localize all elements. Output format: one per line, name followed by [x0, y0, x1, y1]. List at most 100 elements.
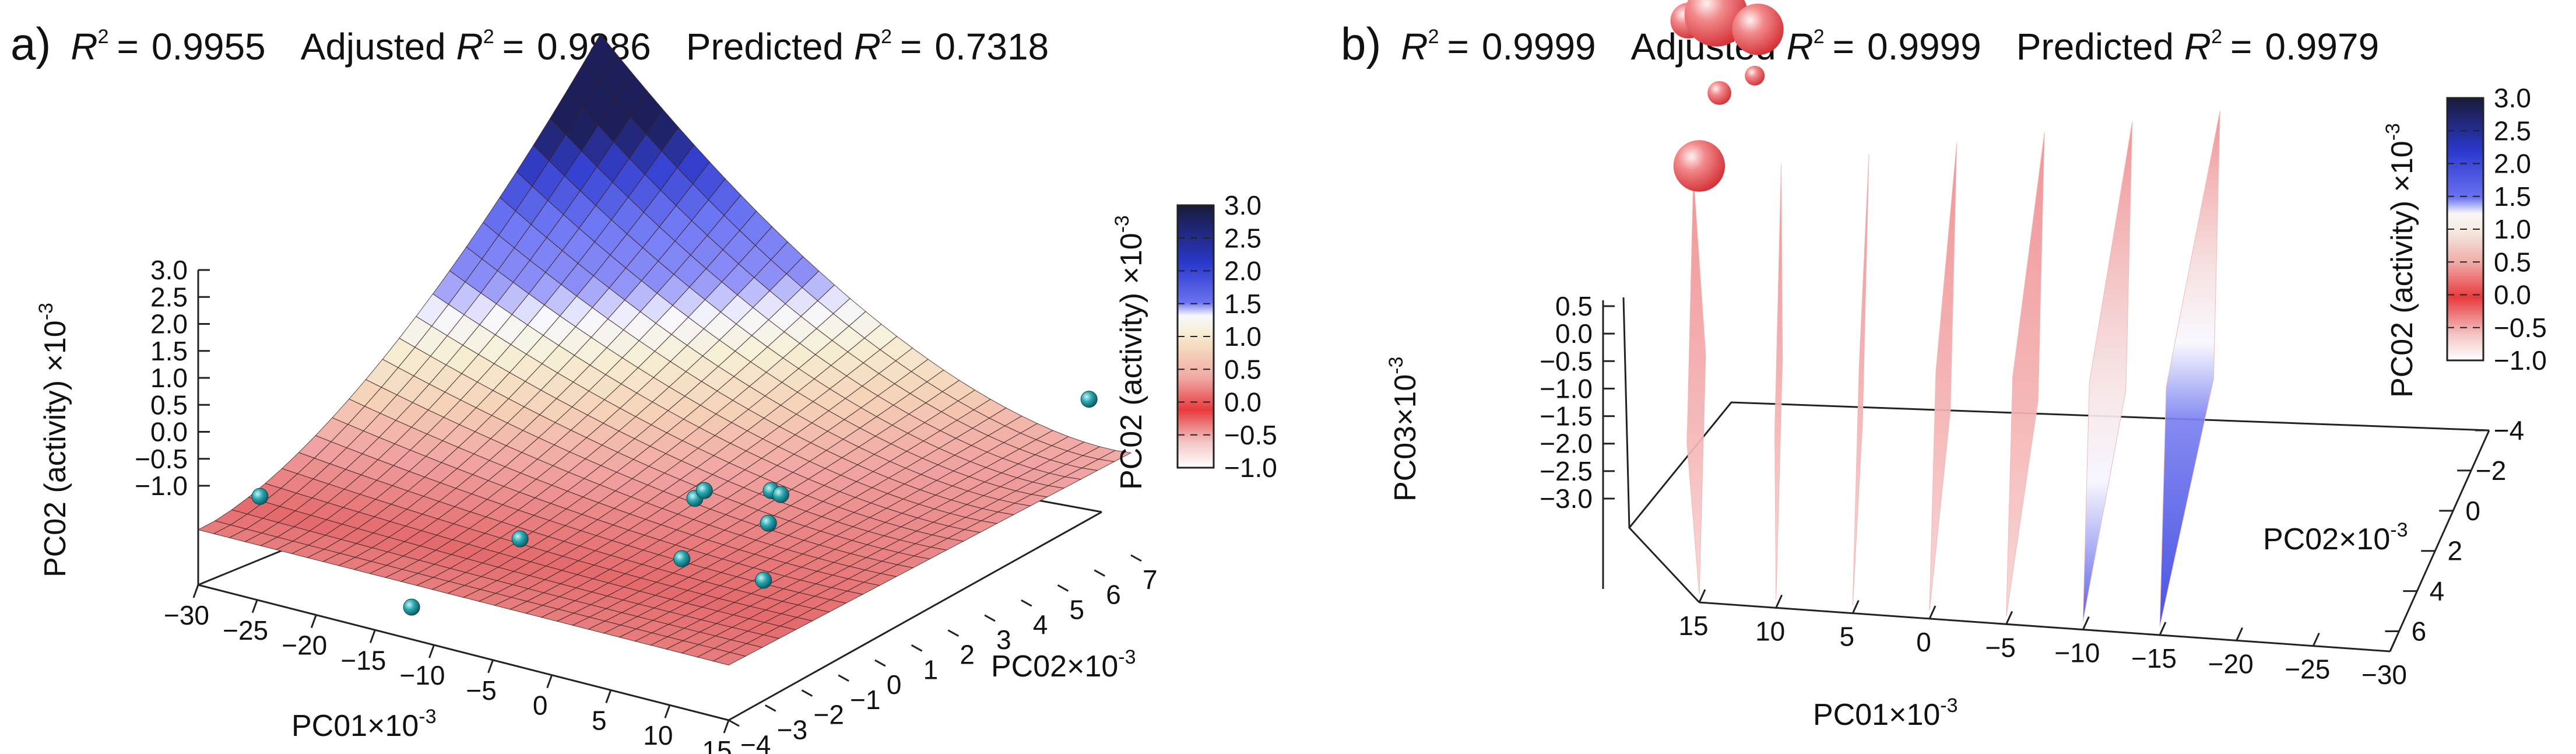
- bubble: [1732, 3, 1784, 55]
- y-tick-label: −4: [740, 730, 771, 754]
- panel-a-predicted-r2-value: 0.7318: [934, 26, 1049, 68]
- z-tick-label: −1.0: [135, 471, 188, 501]
- panel-b-letter: b): [1341, 18, 1382, 69]
- panel-b-x-axis-label: PC01×10-3: [1813, 695, 1958, 732]
- x-tick-mark: [664, 704, 671, 718]
- y-tick-label: −4: [2494, 415, 2524, 446]
- x-tick-mark: [2236, 627, 2244, 641]
- colorbar-tick-label: 3.0: [1224, 190, 1261, 220]
- colorbar-tick-label: −1.0: [2494, 345, 2547, 376]
- y-tick-label: 2: [2447, 536, 2462, 566]
- slice-plane: [1929, 143, 1958, 611]
- x-tick-label: −15: [340, 645, 386, 675]
- panel-b-x-axis-line: [1699, 601, 2391, 653]
- slice-plane: [2006, 132, 2045, 616]
- colorbar-tick-label: 2.5: [1224, 223, 1261, 253]
- x-tick-label: 0: [533, 690, 548, 721]
- panel-a-y-ticks: −4 −3 −2 −1 0 1 2 3 4 5 6 7: [728, 554, 1158, 754]
- colorbar-tick-label: 0.5: [2494, 247, 2531, 277]
- z-tick-label: 0.0: [1555, 318, 1593, 349]
- x-tick-mark: [251, 599, 258, 613]
- z-tick-label: −1.0: [1540, 373, 1593, 404]
- y-tick-label: 1: [923, 654, 939, 685]
- x-tick-label: −15: [2131, 643, 2177, 674]
- panel-b-predicted-label: Predicted: [2016, 26, 2174, 68]
- panel-b-colorbar-label: PC02 (activity) ×10-3: [2382, 123, 2419, 398]
- x-tick-mark: [1928, 605, 1937, 619]
- z-tick-label: 0.5: [150, 390, 188, 420]
- x-tick-label: −5: [1985, 632, 2015, 662]
- z-tick-label: 0.5: [1555, 291, 1593, 321]
- y-tick-mark: [911, 644, 923, 652]
- panel-b-y-axis-label: PC02×10-3: [2263, 519, 2408, 556]
- y-tick-label: 0: [2465, 496, 2480, 526]
- data-point: [772, 486, 789, 503]
- z-tick-label: 2.0: [150, 309, 188, 339]
- data-point: [251, 488, 269, 505]
- panel-b-bubbles: [1670, 0, 1784, 192]
- colorbar-tick-label: 1.5: [2494, 181, 2531, 212]
- panel-b-x-ticks: 15 10 5 0 −5 −10 −15 −20 −25 −30: [1678, 589, 2407, 690]
- x-tick-mark: [310, 615, 317, 629]
- panel-a-z-axis-label: PC02 (activity) ×10-3: [35, 303, 72, 577]
- y-tick-label: −1: [850, 685, 880, 715]
- x-tick-mark: [1698, 589, 1706, 603]
- x-tick-mark: [2082, 616, 2090, 630]
- colorbar-tick-label: 0.5: [1224, 354, 1261, 384]
- z-tick-label: −2.0: [1540, 429, 1593, 459]
- surface-cell: [712, 652, 747, 666]
- panel-a-x-axis-label: PC01×10-3: [291, 706, 437, 743]
- x-tick-label: −10: [2054, 638, 2100, 668]
- slice-plane: [2082, 121, 2133, 622]
- x-tick-mark: [2389, 638, 2397, 652]
- panel-a-surface: [197, 33, 1132, 666]
- colorbar-tick-label: 2.0: [1224, 256, 1261, 286]
- y-tick-mark: [1057, 584, 1069, 592]
- y-tick-mark: [984, 614, 996, 622]
- x-tick-mark: [1775, 594, 1783, 608]
- data-point: [755, 571, 772, 589]
- x-tick-label: 15: [1678, 611, 1708, 641]
- panel-a-colorbar-label: PC02 (activity) ×10-3: [1111, 215, 1148, 490]
- colorbar-tick-label: −0.5: [2494, 313, 2547, 343]
- x-tick-mark: [605, 689, 612, 703]
- z-tick-label: −0.5: [1540, 346, 1593, 376]
- panel-a-r2-symbol: R2: [71, 26, 109, 68]
- panel-a-chart: −30 −25 −20 −15 −10 −5 0 5 10 15 −4 −3 −2 −1 0 1 2 3 4 5 6 7…: [35, 33, 1277, 754]
- x-tick-mark: [723, 720, 730, 734]
- bubble: [1745, 65, 1765, 86]
- panel-a-z-ticks: 3.02.52.01.51.00.50.0−0.5−1.0: [135, 255, 210, 501]
- x-tick-mark: [2005, 611, 2013, 625]
- x-tick-label: −20: [2208, 648, 2254, 679]
- z-tick-label: −3.0: [1540, 483, 1593, 514]
- y-tick-label: 7: [1143, 564, 1158, 595]
- colorbar-tick-label: 2.5: [2494, 115, 2531, 146]
- x-tick-label: −30: [2361, 660, 2407, 690]
- x-tick-mark: [487, 660, 494, 674]
- panel-b-predicted-r2-value: 0.9979: [2265, 26, 2380, 68]
- panel-a-y-axis-line: [728, 511, 1102, 721]
- z-tick-label: 1.5: [150, 336, 188, 366]
- x-tick-label: 15: [702, 735, 732, 754]
- x-tick-mark: [369, 629, 376, 643]
- z-tick-label: −1.5: [1540, 401, 1593, 432]
- y-tick-label: 3: [996, 625, 1011, 655]
- panel-b-adjusted-r2-value: 0.9999: [1867, 26, 1981, 68]
- x-tick-mark: [428, 644, 435, 658]
- colorbar-tick-label: 0.0: [1224, 387, 1261, 418]
- colorbar-tick-label: 2.0: [2494, 149, 2531, 179]
- z-tick-label: 3.0: [150, 255, 188, 285]
- y-tick-mark: [728, 719, 740, 727]
- z-tick-label: 1.0: [150, 363, 188, 393]
- x-tick-label: 0: [1916, 627, 1931, 657]
- panel-a-predicted-label: Predicted: [686, 26, 844, 68]
- panel-b-slices: [1686, 110, 2220, 627]
- panel-b-r2-symbol: R2: [1401, 26, 1439, 68]
- panel-a-points: [251, 391, 1098, 616]
- y-tick-label: 0: [887, 669, 902, 700]
- panel-b: b) R2 = 0.9999 Adjusted R2 = 0.9999 Predicted R…: [1288, 0, 2576, 754]
